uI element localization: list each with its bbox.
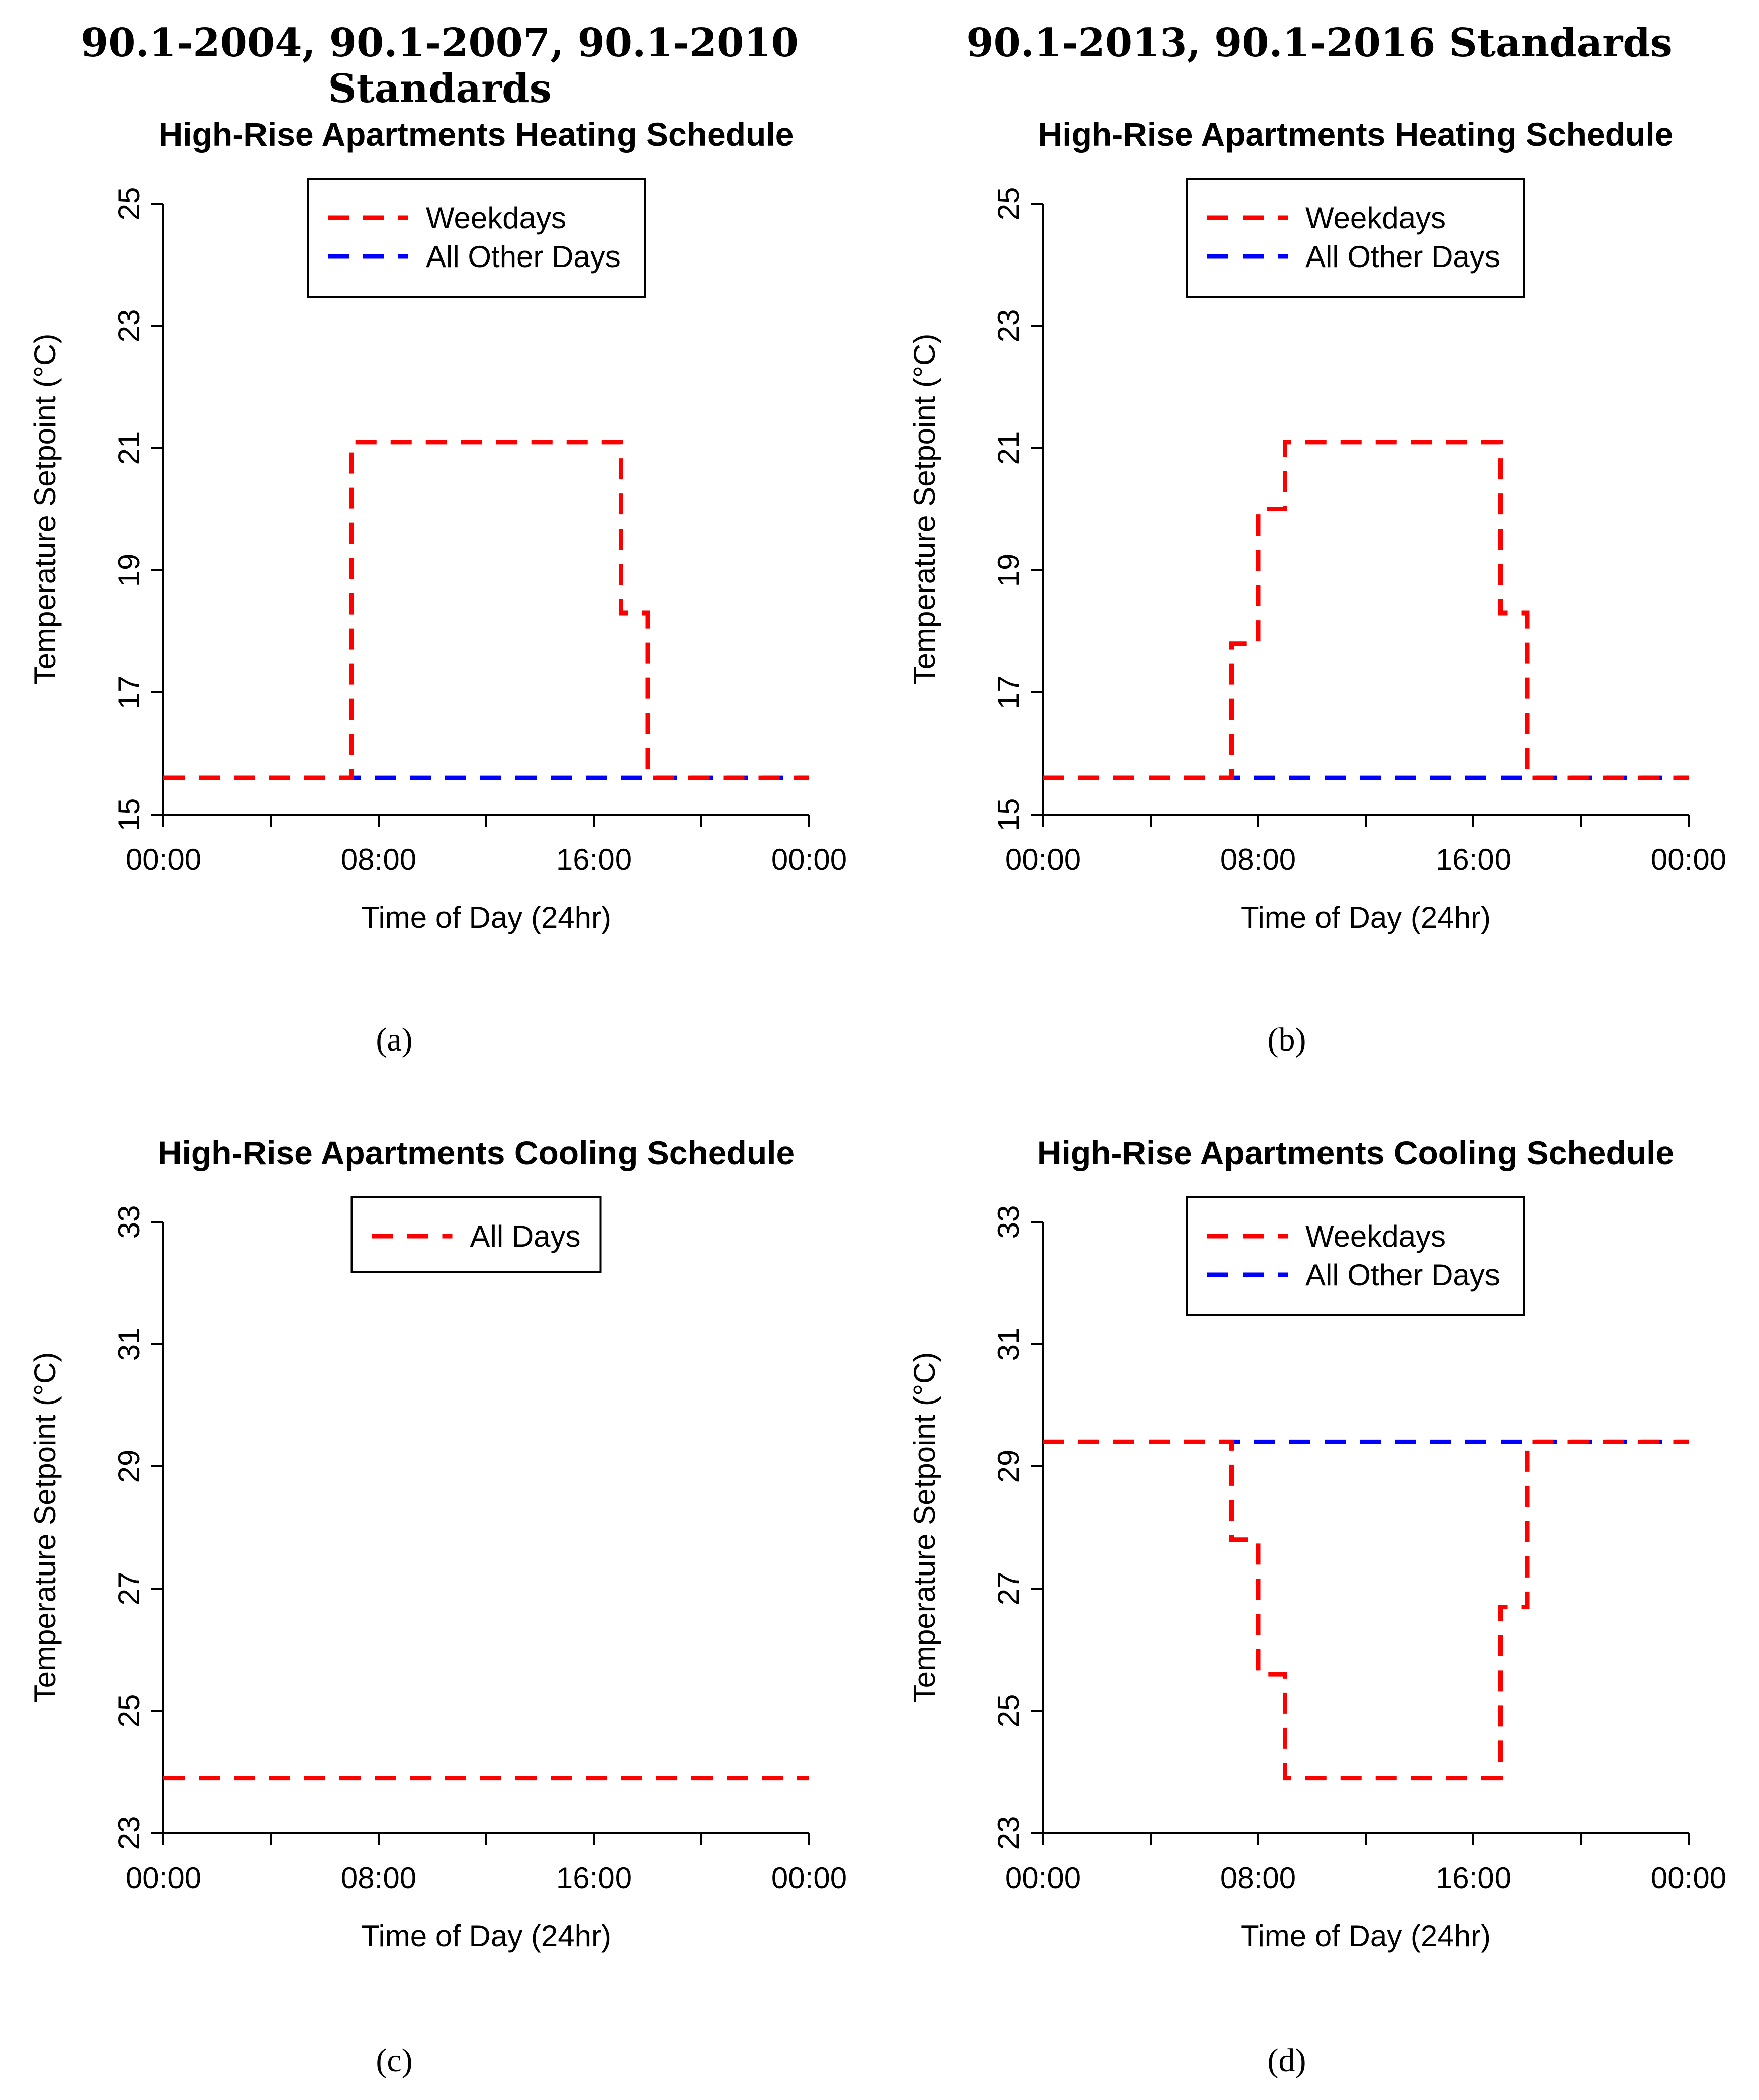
legend-label: All Other Days <box>426 240 621 274</box>
caption-d: (d) <box>1267 2042 1306 2079</box>
x-tick-label: 00:00 <box>1005 1861 1081 1895</box>
legend-box <box>350 1196 602 1273</box>
y-tick-label: 25 <box>992 1694 1025 1728</box>
legend-label: All Other Days <box>1305 1258 1500 1292</box>
caption-b: (b) <box>1267 1021 1306 1058</box>
legend-label: All Days <box>470 1219 581 1253</box>
x-axis-label: Time of Day (24hr) <box>1241 901 1491 934</box>
chart-title: High-Rise Apartments Heating Schedule <box>1038 116 1674 153</box>
x-tick-label: 08:00 <box>1220 843 1296 877</box>
legend-label: All Other Days <box>1305 240 1500 274</box>
y-tick-label: 21 <box>992 431 1025 465</box>
y-axis-label: Temperature Setpoint (°C) <box>28 1352 62 1703</box>
y-tick-label: 17 <box>112 676 146 710</box>
y-tick-label: 23 <box>112 309 146 343</box>
y-tick-label: 25 <box>992 187 1025 221</box>
y-tick-label: 23 <box>992 309 1025 343</box>
legend-box <box>1186 178 1525 298</box>
y-axis-label: Temperature Setpoint (°C) <box>908 1352 941 1703</box>
legend-label: Weekdays <box>1305 201 1446 235</box>
y-tick-label: 17 <box>992 676 1025 710</box>
y-tick-label: 19 <box>112 554 146 587</box>
y-axis-label: Temperature Setpoint (°C) <box>28 334 62 685</box>
y-tick-label: 27 <box>112 1572 146 1606</box>
y-tick-label: 15 <box>112 798 146 832</box>
y-tick-label: 23 <box>112 1816 146 1850</box>
column-header-left: 90.1-2004, 90.1-2007, 90.1-2010 Standard… <box>81 20 799 112</box>
y-axis-label: Temperature Setpoint (°C) <box>908 334 941 685</box>
x-tick-label: 08:00 <box>341 1861 416 1895</box>
chart-panel-a: High-Rise Apartments Heating Schedule 00:… <box>28 116 847 934</box>
y-tick-label: 19 <box>992 554 1025 587</box>
y-tick-label: 15 <box>992 798 1025 832</box>
x-tick-label: 16:00 <box>556 843 632 877</box>
chart-panel-c: High-Rise Apartments Cooling Schedule 00:… <box>28 1134 847 1953</box>
x-tick-label: 16:00 <box>1436 843 1511 877</box>
chart-title: High-Rise Apartments Cooling Schedule <box>1037 1134 1674 1171</box>
chart-title: High-Rise Apartments Cooling Schedule <box>158 1134 795 1171</box>
x-axis-label: Time of Day (24hr) <box>361 1919 611 1953</box>
y-tick-label: 25 <box>112 1694 146 1728</box>
legend-label: Weekdays <box>426 201 566 235</box>
x-tick-label: 00:00 <box>1651 1861 1726 1895</box>
legend-box <box>307 178 646 298</box>
y-tick-label: 33 <box>992 1205 1025 1239</box>
chart-panel-b: High-Rise Apartments Heating Schedule 00:… <box>908 116 1726 934</box>
x-tick-label: 00:00 <box>126 1861 201 1895</box>
legend-box <box>1186 1196 1525 1316</box>
column-header-right: 90.1-2013, 90.1-2016 Standards <box>966 20 1673 66</box>
x-tick-label: 00:00 <box>771 843 847 877</box>
y-tick-label: 21 <box>112 431 146 465</box>
legend-label: Weekdays <box>1305 1219 1446 1253</box>
y-tick-label: 23 <box>992 1816 1025 1850</box>
x-tick-label: 00:00 <box>1005 843 1081 877</box>
x-axis-label: Time of Day (24hr) <box>1241 1919 1491 1953</box>
x-axis-label: Time of Day (24hr) <box>361 901 611 934</box>
y-tick-label: 33 <box>112 1205 146 1239</box>
x-tick-label: 16:00 <box>1436 1861 1511 1895</box>
x-tick-label: 00:00 <box>771 1861 847 1895</box>
x-tick-label: 08:00 <box>1220 1861 1296 1895</box>
y-tick-label: 25 <box>112 187 146 221</box>
y-tick-label: 31 <box>112 1328 146 1361</box>
x-tick-label: 00:00 <box>1651 843 1726 877</box>
series-line-weekdays <box>1043 1439 1689 1781</box>
chart-title: High-Rise Apartments Heating Schedule <box>159 116 794 153</box>
chart-panel-d: High-Rise Apartments Cooling Schedule 00:… <box>908 1134 1726 1953</box>
x-tick-label: 16:00 <box>556 1861 632 1895</box>
x-tick-label: 00:00 <box>126 843 201 877</box>
x-tick-label: 08:00 <box>341 843 416 877</box>
y-tick-label: 27 <box>992 1572 1025 1606</box>
series-line-weekdays <box>163 440 809 780</box>
caption-c: (c) <box>376 2042 413 2079</box>
y-tick-label: 29 <box>992 1450 1025 1483</box>
series-line-weekdays <box>1043 440 1689 780</box>
y-tick-label: 29 <box>112 1450 146 1483</box>
caption-a: (a) <box>376 1021 413 1058</box>
y-tick-label: 31 <box>992 1328 1025 1361</box>
